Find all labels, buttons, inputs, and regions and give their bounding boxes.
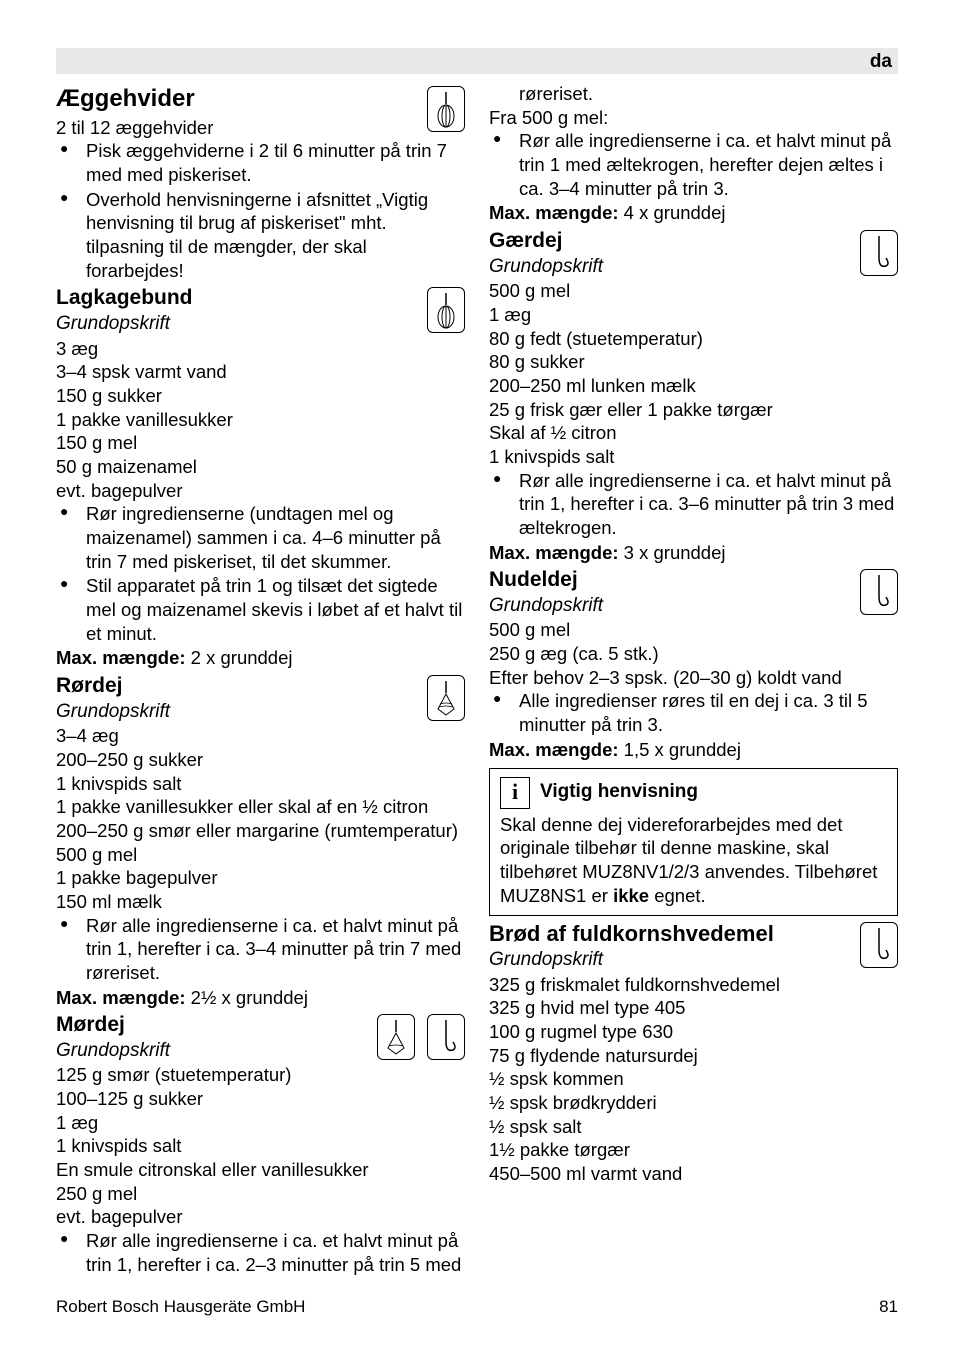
list-item: Pisk æggehviderne i 2 til 6 minutter på … [56,139,465,186]
ingredient: 150 g sukker [56,384,465,408]
ingredient: 500 g mel [56,843,465,867]
beater-icon [377,1014,415,1060]
section-aggehvider: Æggehvider 2 til 12 æggehvider Pisk ægge… [56,84,465,282]
ingredient: Efter behov 2–3 spsk. (20–30 g) koldt va… [489,666,898,690]
hook-icon [860,922,898,968]
ingredient: 200–250 g smør eller margarine (rumtempe… [56,819,465,843]
ingredient: evt. bagepulver [56,1205,465,1229]
ingredient: 3–4 æg [56,724,465,748]
list-item: Alle ingredienser røres til en dej i ca.… [489,689,898,736]
ingredient: 150 ml mælk [56,890,465,914]
beater-icon [427,675,465,721]
footer-left: Robert Bosch Hausgeräte GmbH [56,1296,305,1318]
ingredient: 500 g mel [489,279,898,303]
grundopskrift-label: Grundopskrift [489,948,898,972]
ingredient: 1 æg [56,1111,465,1135]
grundopskrift-label: Grundopskrift [489,255,898,279]
from-line: Fra 500 g mel: [489,106,898,130]
section-moerdej: Mørdej Grundopskrift 125 g smør (stuetem… [56,1012,465,1229]
ingredient: 150 g mel [56,431,465,455]
header-bar [56,48,898,74]
section-broed: Brød af fuldkornshvedemel Grundopskrift … [489,920,898,1186]
hook-icon [860,569,898,615]
info-title: Vigtig henvisning [540,780,698,804]
ingredient: 25 g frisk gær eller 1 pakke tørgær [489,398,898,422]
ingredient: evt. bagepulver [56,479,465,503]
hook-icon [860,230,898,276]
heading-broed: Brød af fuldkornshvedemel [489,920,898,948]
ingredient: 1 knivspids salt [56,772,465,796]
ingredient: 325 g hvid mel type 405 [489,996,898,1020]
whisk-icon [427,86,465,132]
ingredient: 1½ pakke tørgær [489,1138,898,1162]
ingredient: 75 g flydende natursurdej [489,1044,898,1068]
section-lagkagebund: Lagkagebund Grundopskrift 3 æg 3–4 spsk … [56,285,465,670]
ingredient: 325 g friskmalet fuldkornshvedemel [489,973,898,997]
hook-icon [427,1014,465,1060]
page-number: 81 [879,1296,898,1318]
max-label: Max. mængde: [489,542,624,563]
max-value: 3 x grunddej [624,542,726,563]
list-item: Rør ingredienserne (undtagen mel og maiz… [56,502,465,573]
heading-aggehvider: Æggehvider [56,84,465,115]
info-icon: i [500,777,530,809]
max-value: 2 x grunddej [191,647,293,668]
ingredient: 1 pakke vanillesukker eller skal af en ½… [56,795,465,819]
max-value: 4 x grunddej [624,202,726,223]
ingredient: 80 g fedt (stuetemperatur) [489,327,898,351]
list-item: Overhold henvisningerne i afsnittet „Vig… [56,188,465,283]
max-value: 1,5 x grunddej [624,739,741,760]
ingredient: 200–250 ml lunken mælk [489,374,898,398]
ingredient: Skal af ½ citron [489,421,898,445]
max-label: Max. mængde: [56,647,191,668]
ingredient: 100 g rugmel type 630 [489,1020,898,1044]
heading-lagkagebund: Lagkagebund [56,285,465,312]
list-item: Rør alle ingredienserne i ca. et halvt m… [489,469,898,540]
max-value: 2½ x grunddej [191,987,308,1008]
ingredient: 125 g smør (stuetemperatur) [56,1063,465,1087]
language-code: da [870,48,898,74]
section-nudeldej: Nudeldej Grundopskrift 500 g mel 250 g æ… [489,567,898,761]
ingredient: 3 æg [56,337,465,361]
main-content: Æggehvider 2 til 12 æggehvider Pisk ægge… [56,82,898,1292]
ingredient: ½ spsk salt [489,1115,898,1139]
grundopskrift-label: Grundopskrift [56,312,465,336]
ingredient: 80 g sukker [489,350,898,374]
ingredient: 200–250 g sukker [56,748,465,772]
heading-gaerdej: Gærdej [489,228,898,255]
ingredient: 500 g mel [489,618,898,642]
ingredient: ½ spsk kommen [489,1067,898,1091]
ingredient: 250 g mel [56,1182,465,1206]
ingredient: 1 knivspids salt [489,445,898,469]
ingredient: ½ spsk brødkrydderi [489,1091,898,1115]
ingredient: 450–500 ml varmt vand [489,1162,898,1186]
ingredient: 1 æg [489,303,898,327]
max-label: Max. mængde: [489,739,624,760]
list-item: Rør alle ingredienserne i ca. et halvt m… [489,129,898,200]
ingredient: En smule citronskal eller vanillesukker [56,1158,465,1182]
info-box: i Vigtig henvisning Skal denne dej vider… [489,768,898,917]
section-roerdej: Rørdej Grundopskrift 3–4 æg 200–250 g su… [56,673,465,1009]
ingredient: 3–4 spsk varmt vand [56,360,465,384]
list-item: Stil apparatet på trin 1 og tilsæt det s… [56,574,465,645]
ingredient: 50 g maizenamel [56,455,465,479]
max-label: Max. mængde: [56,987,191,1008]
ingredient: 100–125 g sukker [56,1087,465,1111]
grundopskrift-label: Grundopskrift [56,700,465,724]
ingredient: 1 pakke bagepulver [56,866,465,890]
heading-roerdej: Rørdej [56,673,465,700]
sub-aggehvider: 2 til 12 æggehvider [56,116,465,140]
ingredient: 250 g æg (ca. 5 stk.) [489,642,898,666]
section-gaerdej: Gærdej Grundopskrift 500 g mel 1 æg 80 g… [489,228,898,564]
info-body: Skal denne dej videreforarbejdes med det… [500,813,887,908]
max-label: Max. mængde: [489,202,624,223]
footer: Robert Bosch Hausgeräte GmbH 81 [56,1296,898,1318]
heading-nudeldej: Nudeldej [489,567,898,594]
list-item: Rør alle ingredienserne i ca. et halvt m… [56,914,465,985]
ingredient: 1 pakke vanillesukker [56,408,465,432]
whisk-icon [427,287,465,333]
ingredient: 1 knivspids salt [56,1134,465,1158]
grundopskrift-label: Grundopskrift [489,594,898,618]
